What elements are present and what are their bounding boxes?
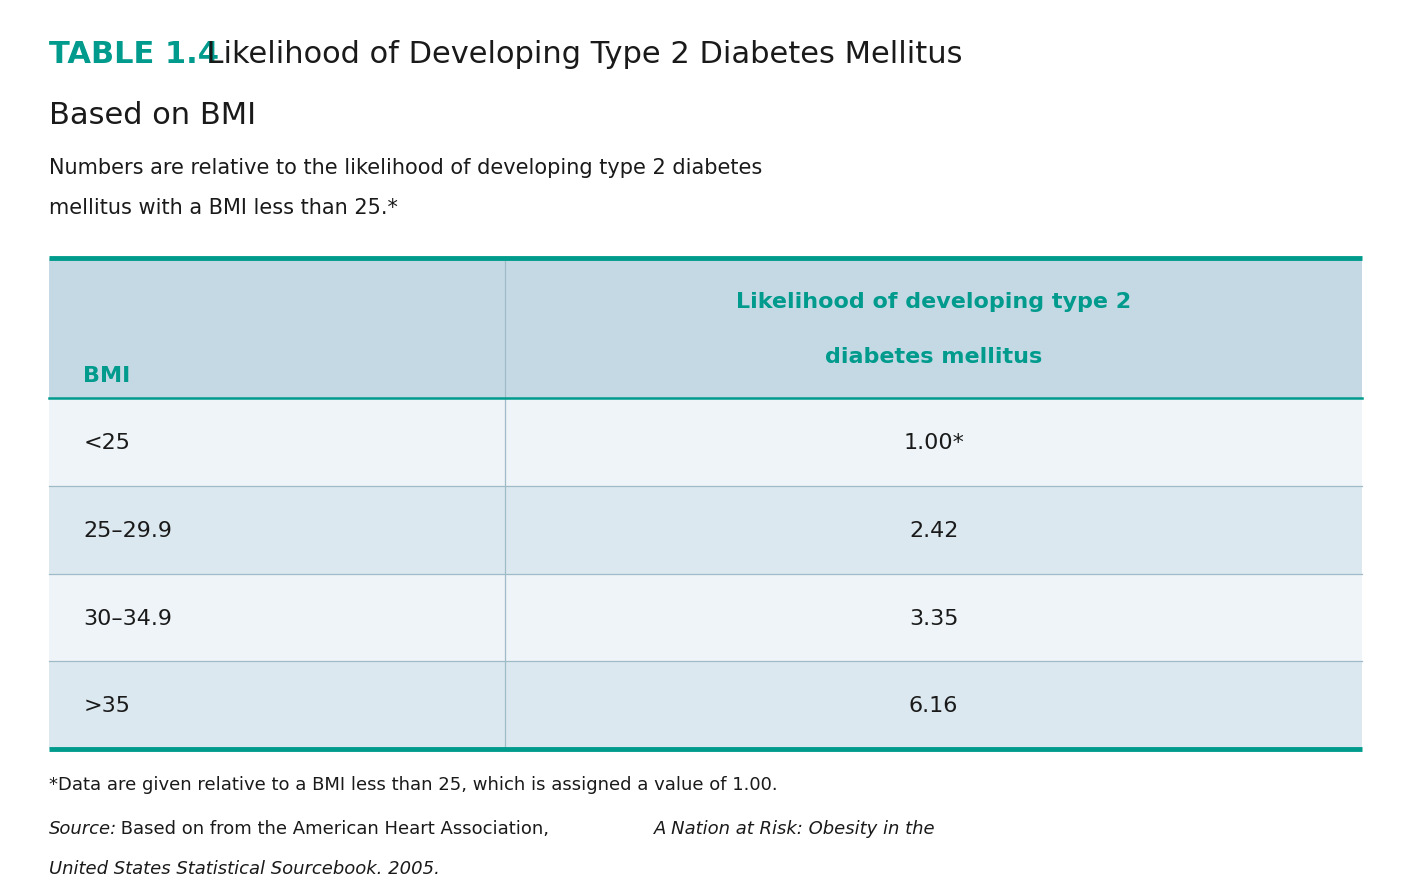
Text: diabetes mellitus: diabetes mellitus [825, 346, 1043, 367]
Text: mellitus with a BMI less than 25.*: mellitus with a BMI less than 25.* [48, 198, 398, 217]
Bar [48, 399, 1363, 486]
Bar [48, 486, 1363, 574]
Text: 1.00*: 1.00* [903, 433, 964, 452]
Text: *Data are given relative to a BMI less than 25, which is assigned a value of 1.0: *Data are given relative to a BMI less t… [48, 776, 777, 794]
Text: A Nation at Risk: Obesity in the: A Nation at Risk: Obesity in the [655, 819, 935, 838]
Text: 25–29.9: 25–29.9 [83, 520, 172, 540]
Text: >35: >35 [83, 696, 130, 715]
Text: <25: <25 [83, 433, 130, 452]
Text: 2.42: 2.42 [909, 520, 958, 540]
Text: 6.16: 6.16 [909, 696, 958, 715]
Text: Source:: Source: [48, 819, 117, 838]
Text: TABLE 1.4: TABLE 1.4 [48, 39, 219, 69]
Bar [48, 574, 1363, 662]
Text: Numbers are relative to the likelihood of developing type 2 diabetes: Numbers are relative to the likelihood o… [48, 158, 762, 178]
Text: United States Statistical Sourcebook. 2005.: United States Statistical Sourcebook. 20… [48, 859, 440, 877]
Text: Likelihood of Developing Type 2 Diabetes Mellitus: Likelihood of Developing Type 2 Diabetes… [188, 39, 962, 69]
Text: 30–34.9: 30–34.9 [83, 608, 172, 628]
Text: Based on BMI: Based on BMI [48, 101, 255, 130]
Text: BMI: BMI [83, 366, 130, 385]
Text: 3.35: 3.35 [909, 608, 958, 628]
Bar [48, 662, 1363, 749]
Text: Likelihood of developing type 2: Likelihood of developing type 2 [737, 291, 1132, 311]
Bar [48, 258, 1363, 399]
Text: Based on from the American Heart Association,: Based on from the American Heart Associa… [116, 819, 555, 838]
